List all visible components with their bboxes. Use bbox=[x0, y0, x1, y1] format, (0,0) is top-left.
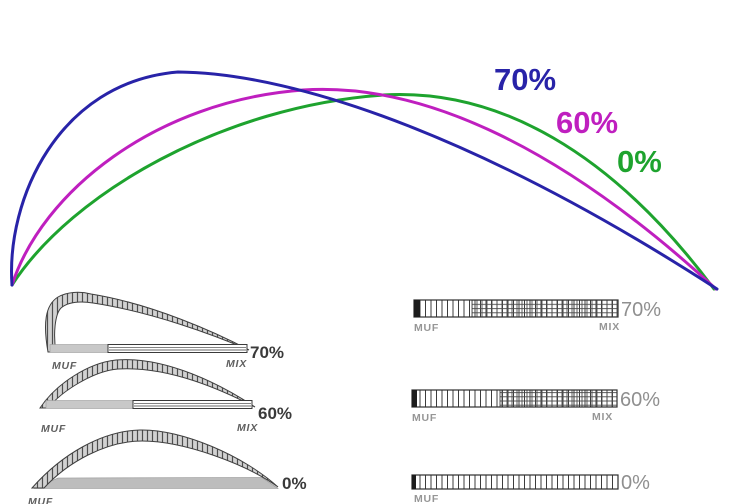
muf-label: MUF bbox=[41, 423, 66, 435]
airfoil-section-60pct: MUF MIX 60% bbox=[39, 359, 292, 435]
strip-root-cap bbox=[412, 390, 417, 407]
muf-segment bbox=[45, 400, 134, 409]
airfoil-band bbox=[45, 291, 250, 353]
percent-label: 0% bbox=[282, 474, 307, 493]
muf-label: MUF bbox=[52, 360, 77, 372]
strip-root-cap bbox=[414, 300, 420, 317]
curve-70pct bbox=[10, 70, 719, 291]
distribution-curves-chart: 70% 60% 0% bbox=[10, 62, 719, 291]
muf-label: MUF bbox=[412, 412, 437, 424]
strip-root-cap bbox=[412, 475, 416, 489]
airfoil-section-0pct: MUF 0% bbox=[28, 429, 307, 504]
percent-label: 70% bbox=[250, 343, 284, 362]
airfoil-band bbox=[30, 429, 279, 489]
planform-bar-0pct: MUF 0% bbox=[411, 472, 650, 504]
muf-segment bbox=[33, 477, 279, 489]
muf-label: MUF bbox=[28, 496, 53, 504]
percent-label: 60% bbox=[620, 389, 660, 411]
mix-label: MIX bbox=[237, 422, 258, 434]
mix-hatched-area bbox=[471, 299, 619, 318]
muf-segment bbox=[49, 344, 109, 353]
percent-label: 70% bbox=[621, 299, 661, 321]
mix-label: MIX bbox=[599, 321, 620, 333]
strip-body bbox=[411, 474, 619, 490]
planform-bar-60pct: MUF MIX 60% bbox=[411, 389, 660, 424]
airfoil-band bbox=[39, 359, 256, 409]
curve-label-0pct: 0% bbox=[617, 144, 662, 179]
mix-label: MIX bbox=[226, 358, 247, 370]
mix-hatched-area bbox=[499, 389, 618, 408]
curve-label-60pct: 60% bbox=[556, 105, 618, 140]
muf-label: MUF bbox=[414, 322, 439, 334]
curve-label-70pct: 70% bbox=[494, 62, 556, 97]
muf-label: MUF bbox=[414, 493, 439, 504]
mix-label: MIX bbox=[592, 411, 613, 423]
airfoil-section-70pct: MUF MIX 70% bbox=[45, 291, 284, 372]
percent-label: 0% bbox=[621, 472, 650, 494]
planform-bar-70pct: MUF MIX 70% bbox=[413, 299, 661, 334]
percent-label: 60% bbox=[258, 404, 292, 423]
mix-segment bbox=[107, 344, 248, 353]
mix-segment bbox=[132, 400, 253, 409]
